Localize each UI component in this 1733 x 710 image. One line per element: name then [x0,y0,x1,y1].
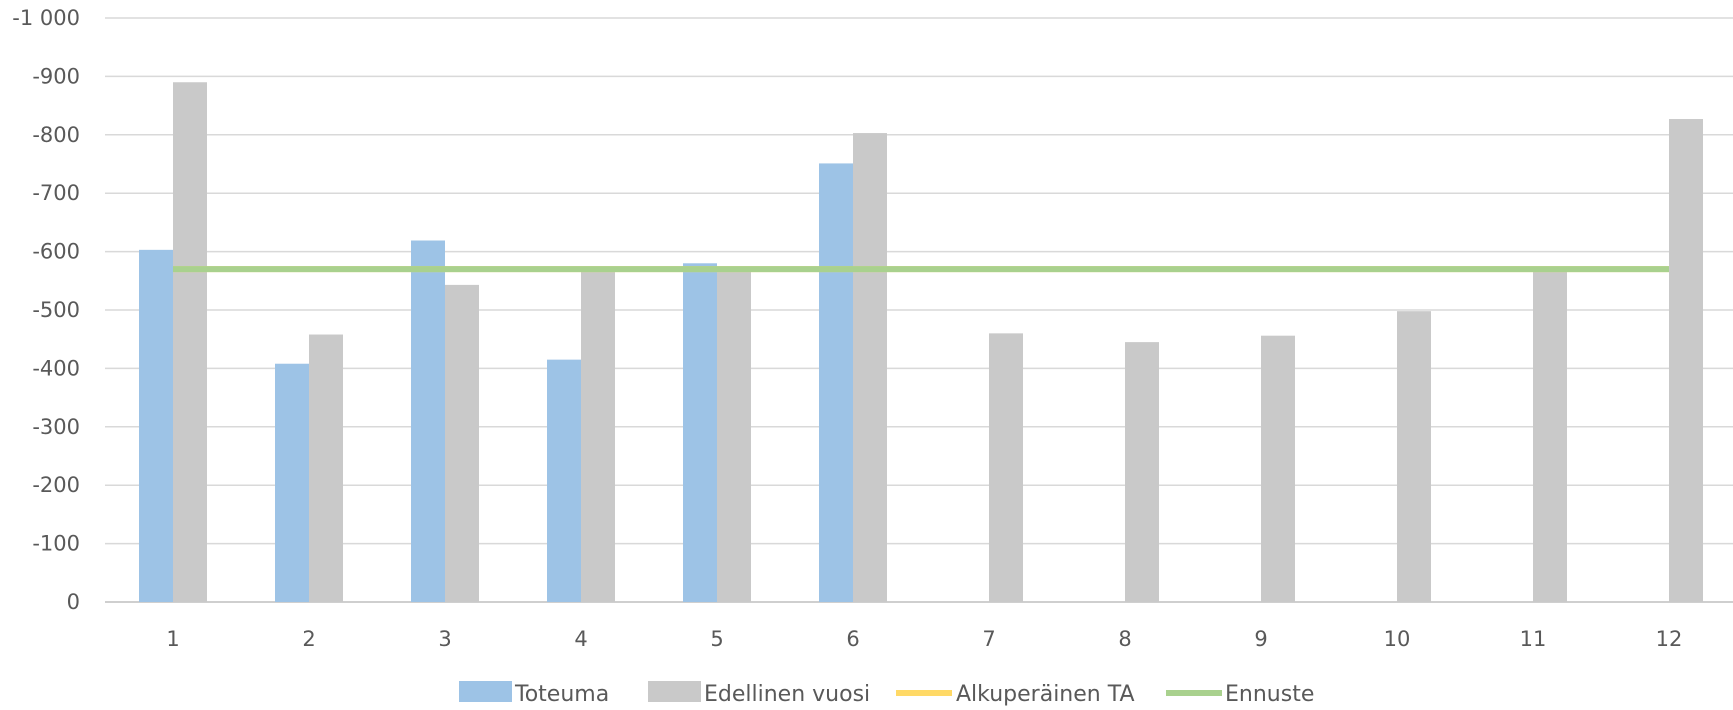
y-tick-label: -1 000 [12,6,80,30]
bar-edellinen-vuosi [717,269,751,602]
bars [139,82,1703,603]
y-tick-label: -600 [32,240,80,264]
bar-edellinen-vuosi [1261,335,1295,602]
x-tick-label: 1 [166,627,179,651]
y-tick-label: -100 [32,532,80,556]
legend-label: Alkuperäinen TA [956,682,1135,707]
bar-toteuma [411,240,445,602]
y-tick-label: -800 [32,123,80,147]
bar-edellinen-vuosi [173,82,207,603]
x-tick-label: 10 [1384,627,1411,651]
legend-swatch [648,681,701,702]
y-tick-label: -900 [32,64,80,88]
bar-toteuma [275,363,309,602]
bar-toteuma [547,359,581,602]
bar-edellinen-vuosi [853,133,887,602]
x-tick-label: 6 [846,627,859,651]
legend-item: Toteuma [459,681,609,707]
x-tick-label: 8 [1118,627,1131,651]
legend-label: Toteuma [514,682,609,707]
y-tick-label: -500 [32,298,80,322]
bar-edellinen-vuosi [445,284,479,602]
x-tick-label: 2 [302,627,315,651]
y-tick-label: -300 [32,415,80,439]
x-tick-label: 4 [574,627,587,651]
legend-item: Ennuste [1166,682,1314,707]
y-tick-label: -400 [32,356,80,380]
x-tick-label: 9 [1254,627,1267,651]
bar-edellinen-vuosi [1125,342,1159,602]
bar-edellinen-vuosi [1533,269,1567,602]
y-tick-label: -700 [32,181,80,205]
legend-item: Alkuperäinen TA [896,682,1135,707]
grid [105,17,1733,603]
legend-item: Edellinen vuosi [648,681,870,707]
legend-swatch [459,681,512,702]
bar-edellinen-vuosi [989,333,1023,602]
y-tick-label: -200 [32,473,80,497]
x-tick-label: 3 [438,627,451,651]
x-tick-label: 11 [1520,627,1547,651]
y-axis: 0 -100 -200 -300 -400 -500 -600 -700 -800 -900 -1 … [12,6,80,614]
x-axis: 1 2 3 4 5 6 7 8 9 10 11 12 [166,627,1682,651]
y-tick-label: 0 [67,590,80,614]
bar-toteuma [819,163,853,602]
bar-edellinen-vuosi [1669,119,1703,603]
legend-label: Edellinen vuosi [704,682,870,707]
bar-edellinen-vuosi [309,334,343,602]
bar-toteuma [139,249,173,602]
bar-edellinen-vuosi [1397,311,1431,602]
x-tick-label: 7 [982,627,995,651]
bar-toteuma [683,263,717,602]
x-tick-label: 5 [710,627,723,651]
legend: Toteuma Edellinen vuosi Alkuperäinen TA Enn… [459,681,1314,707]
bar-edellinen-vuosi [581,269,615,602]
legend-label: Ennuste [1225,682,1314,707]
x-tick-label: 12 [1656,627,1683,651]
